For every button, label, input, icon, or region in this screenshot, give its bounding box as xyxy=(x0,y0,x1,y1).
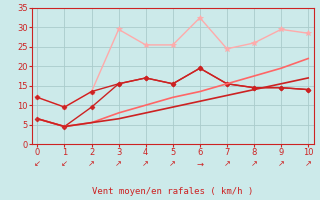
Text: ↗: ↗ xyxy=(251,160,258,168)
Text: ↙: ↙ xyxy=(34,160,41,168)
Text: ↗: ↗ xyxy=(223,160,230,168)
Text: Vent moyen/en rafales ( km/h ): Vent moyen/en rafales ( km/h ) xyxy=(92,188,253,196)
Text: ↗: ↗ xyxy=(278,160,284,168)
Text: ↗: ↗ xyxy=(142,160,149,168)
Text: ↗: ↗ xyxy=(88,160,95,168)
Text: →: → xyxy=(196,160,204,168)
Text: ↙: ↙ xyxy=(61,160,68,168)
Text: ↗: ↗ xyxy=(305,160,312,168)
Text: ↗: ↗ xyxy=(169,160,176,168)
Text: ↗: ↗ xyxy=(115,160,122,168)
